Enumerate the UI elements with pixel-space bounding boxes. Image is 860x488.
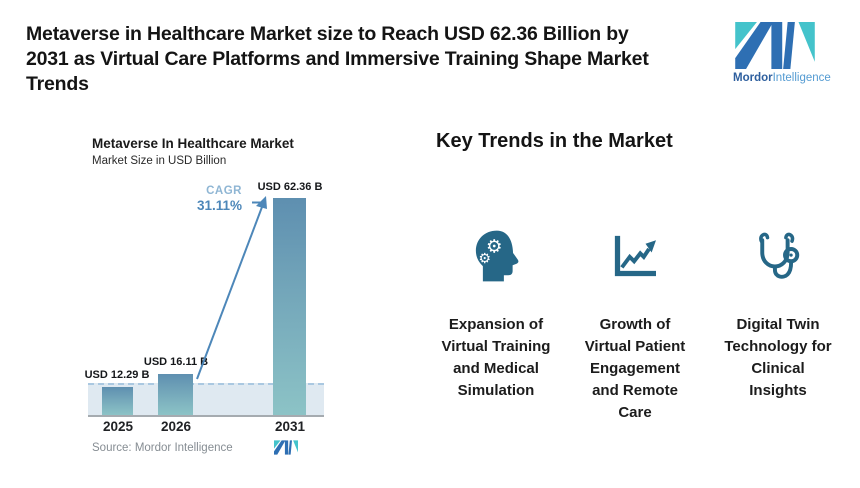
mordor-logo-icon xyxy=(735,22,815,69)
growth-chart-icon xyxy=(614,235,656,277)
cagr-label: CAGR xyxy=(206,185,242,197)
cagr-annotation: CAGR 31.11% xyxy=(180,185,242,213)
bar-2031 xyxy=(273,198,306,415)
svg-text:⚙: ⚙ xyxy=(486,237,502,258)
cagr-arrow-icon xyxy=(196,196,267,380)
trend-item-patient-engagement: Growth of Virtual Patient Engagement and… xyxy=(569,227,701,424)
key-trends-panel: Key Trends in the Market ⚙ ⚙ Expansion o… xyxy=(390,125,850,465)
tick-2026: 2026 xyxy=(160,419,192,434)
bar-2026 xyxy=(158,374,193,415)
bar-2025 xyxy=(102,387,133,415)
brand-name-primary: Mordor xyxy=(733,72,773,84)
page-title: Metaverse in Healthcare Market size to R… xyxy=(26,23,649,95)
chart-subtitle: Market Size in USD Billion xyxy=(92,155,227,167)
tick-2031: 2031 xyxy=(274,419,306,434)
trend-label: Growth of Virtual Patient Engagement and… xyxy=(584,316,686,421)
svg-text:⚙: ⚙ xyxy=(478,251,491,267)
brand-name-secondary: Intelligence xyxy=(772,72,831,84)
trends-heading: Key Trends in the Market xyxy=(436,130,673,152)
head-gears-icon: ⚙ ⚙ xyxy=(475,230,519,282)
bar-2026-value-label: USD 16.11 B xyxy=(143,356,209,368)
market-size-chart: Metaverse In Healthcare Market Market Si… xyxy=(85,130,328,475)
tick-2025: 2025 xyxy=(102,419,134,434)
mordor-mini-logo-icon xyxy=(274,440,298,455)
trend-label: Digital Twin Technology for Clinical Ins… xyxy=(724,316,832,399)
brand-name: MordorIntelligence xyxy=(733,72,831,84)
source-note: Source: Mordor Intelligence xyxy=(92,442,233,454)
cagr-value: 31.11% xyxy=(196,198,242,213)
chart-title: Metaverse In Healthcare Market xyxy=(92,136,294,151)
x-axis-line xyxy=(88,415,324,417)
trend-item-virtual-training: ⚙ ⚙ Expansion of Virtual Training and Me… xyxy=(430,227,562,402)
bar-2025-value-label: USD 12.29 B xyxy=(84,369,150,381)
stethoscope-icon xyxy=(759,232,800,279)
trend-item-digital-twin: Digital Twin Technology for Clinical Ins… xyxy=(712,227,844,402)
bar-2031-value-label: USD 62.36 B xyxy=(257,181,323,193)
brand-logo: MordorIntelligence xyxy=(733,22,831,84)
trend-label: Expansion of Virtual Training and Medica… xyxy=(441,316,551,399)
